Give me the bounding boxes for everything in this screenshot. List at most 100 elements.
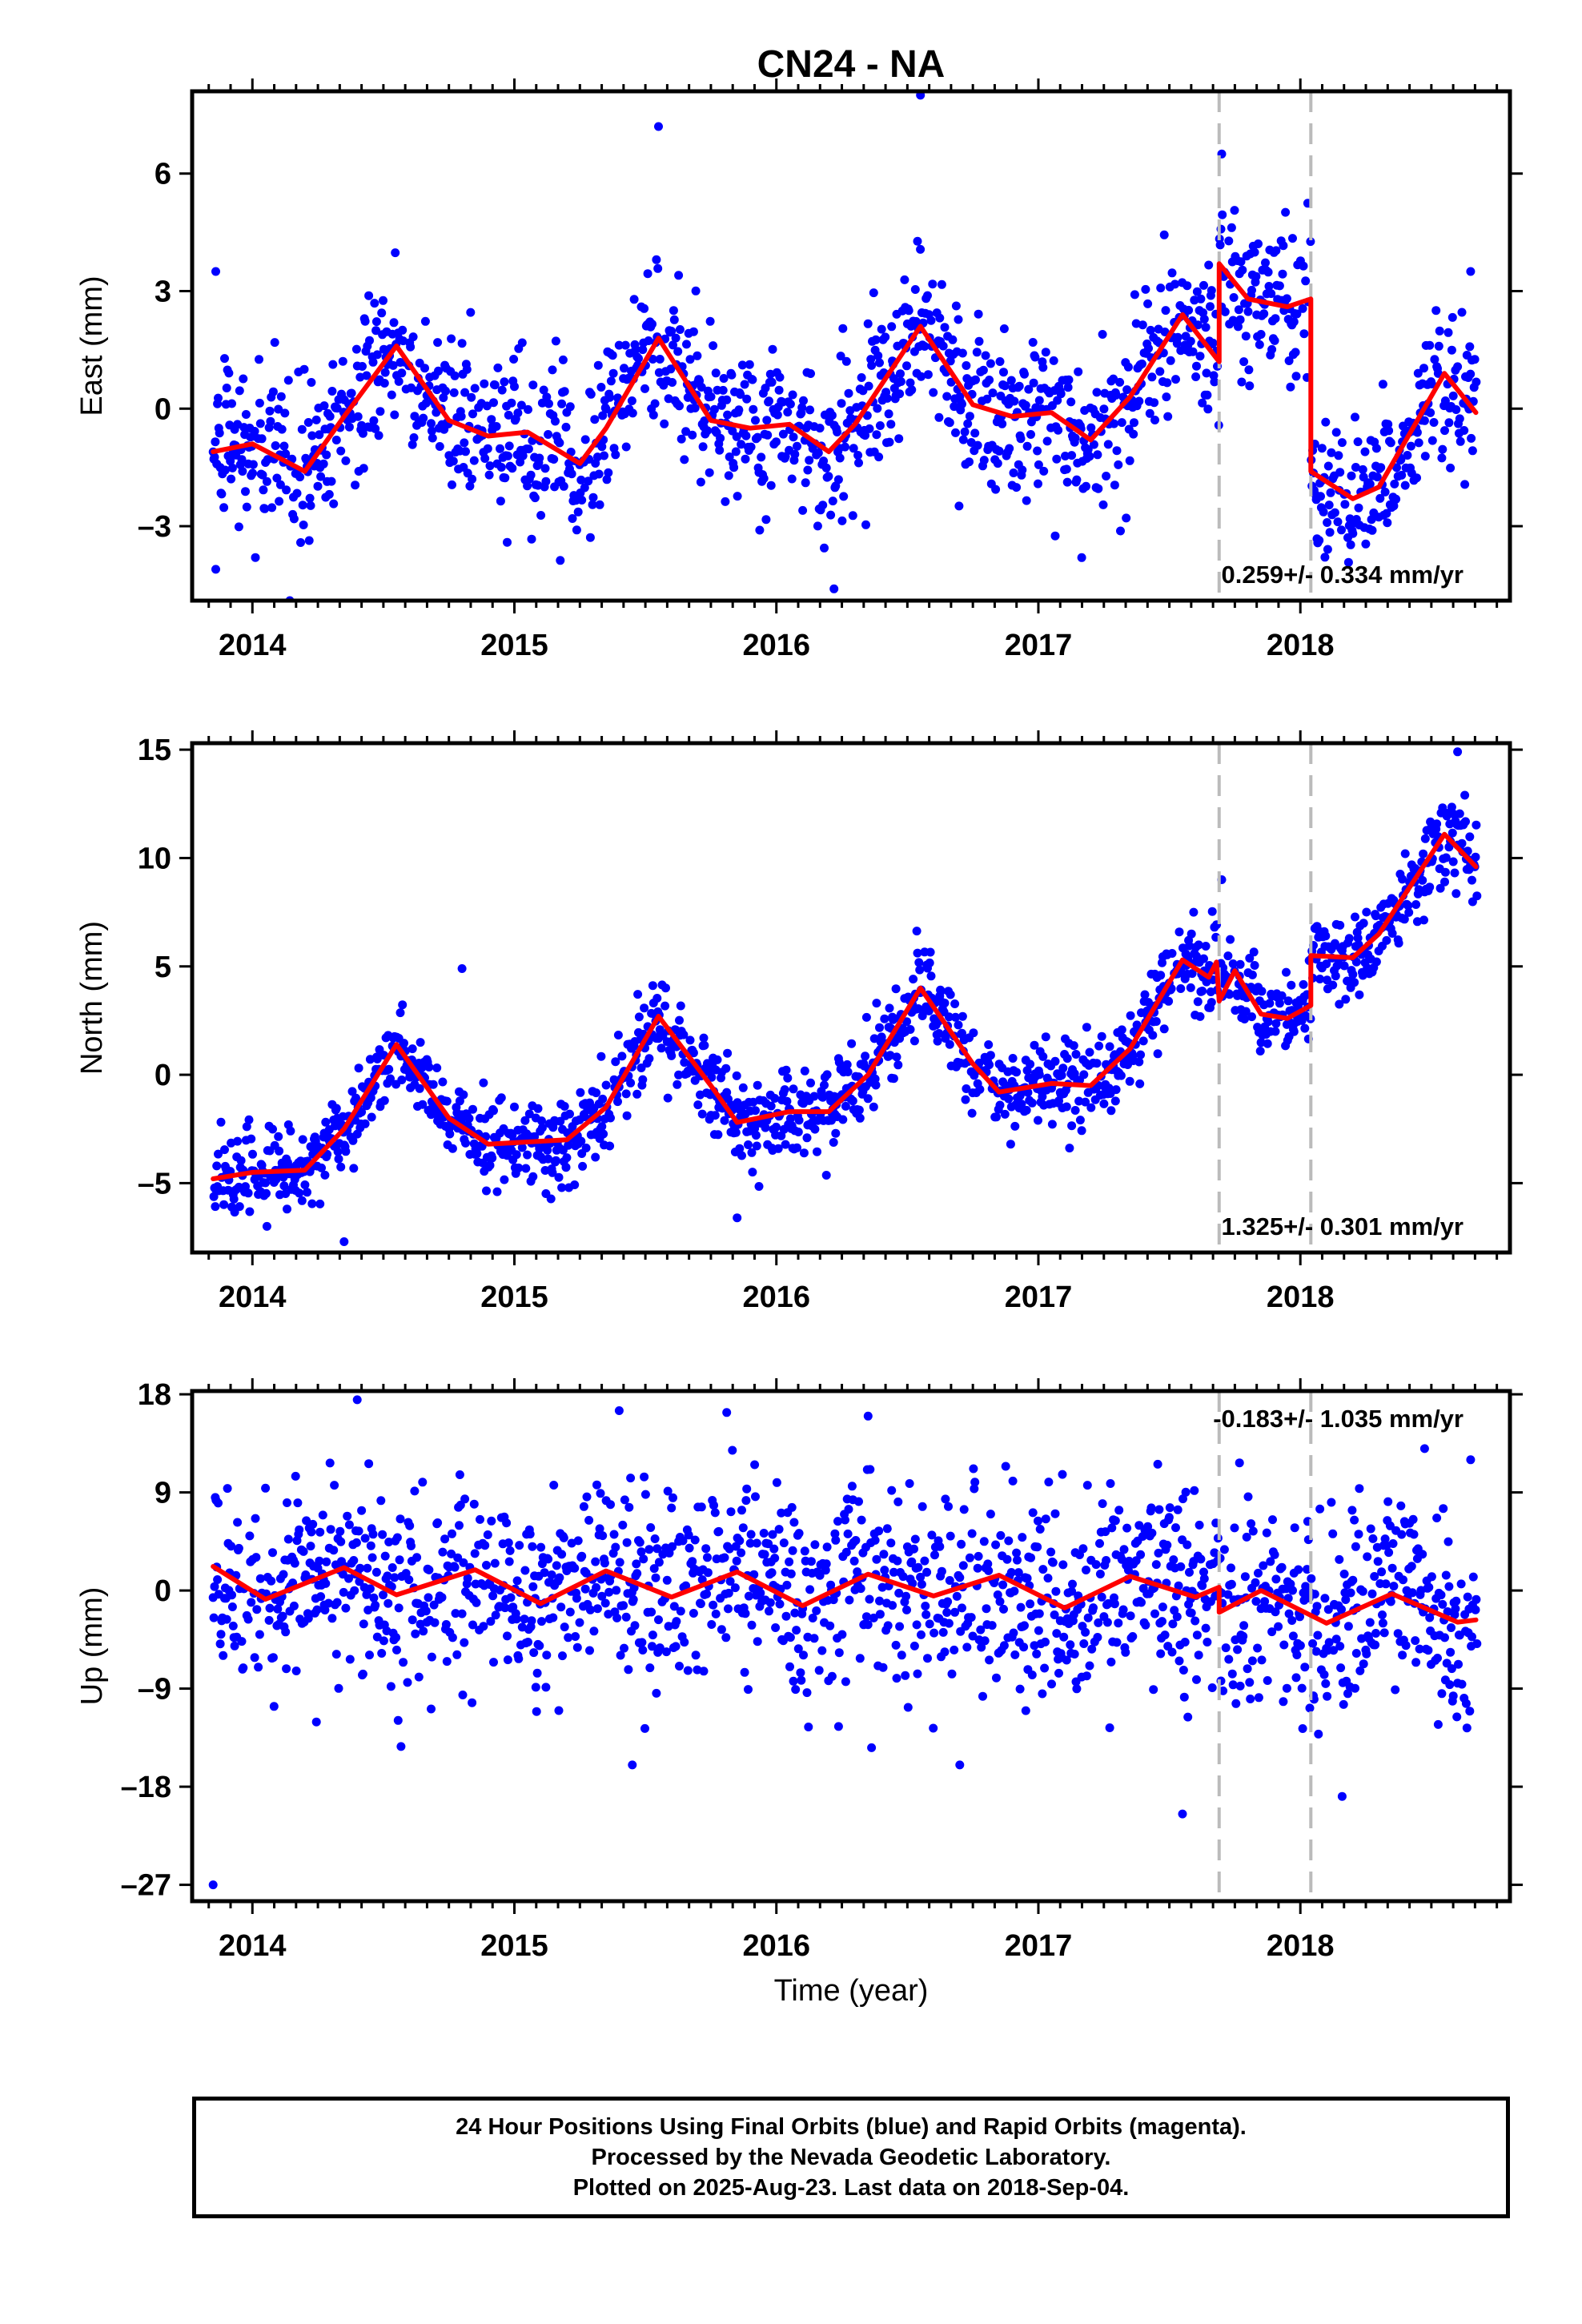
data-point [1341, 1595, 1351, 1604]
data-point [434, 366, 443, 376]
data-point [605, 1141, 615, 1151]
data-point [405, 1521, 415, 1530]
data-point [679, 1030, 689, 1039]
data-point [979, 456, 989, 465]
data-point [982, 1604, 991, 1614]
data-point [907, 1557, 917, 1566]
data-point [451, 1609, 460, 1618]
data-point [1262, 1528, 1271, 1538]
data-point [1443, 1537, 1453, 1546]
data-point [1268, 1515, 1277, 1525]
data-point [1460, 480, 1470, 489]
data-point [386, 1682, 396, 1691]
data-point [1388, 1539, 1398, 1548]
data-point [1082, 1023, 1091, 1032]
data-point [1207, 1683, 1217, 1692]
data-point [234, 522, 243, 532]
data-point [737, 1548, 746, 1558]
data-point [1420, 452, 1430, 461]
data-point [482, 401, 492, 411]
data-point [663, 1093, 673, 1103]
data-point [1047, 1120, 1057, 1129]
data-point [1050, 1056, 1060, 1066]
data-point [1334, 451, 1343, 460]
data-point [1371, 444, 1381, 453]
data-point [597, 1122, 607, 1132]
data-point [532, 1668, 542, 1678]
data-point [841, 1515, 849, 1525]
data-point [822, 1070, 832, 1080]
y-tick-label: –3 [138, 510, 171, 544]
data-point [928, 279, 938, 289]
data-point [1061, 452, 1070, 460]
data-point [497, 385, 507, 395]
data-point [1034, 1609, 1044, 1618]
data-point [742, 1484, 752, 1494]
data-point [951, 301, 961, 311]
data-point [504, 1538, 513, 1547]
data-point [653, 263, 663, 273]
data-point [1256, 330, 1266, 339]
data-point [219, 1651, 228, 1660]
data-point [1372, 472, 1382, 482]
data-point [1387, 1563, 1397, 1573]
data-point [355, 1563, 365, 1573]
outlier-point [1466, 1455, 1476, 1465]
data-point [1396, 1501, 1406, 1510]
data-point [984, 1566, 994, 1575]
data-point [787, 1502, 797, 1512]
data-point [512, 1576, 522, 1586]
y-tick-label: 3 [155, 275, 171, 309]
data-point [464, 1114, 474, 1124]
data-point [874, 1526, 884, 1536]
data-point [744, 1591, 753, 1601]
data-point [962, 361, 971, 370]
plot-frame [190, 741, 1512, 1255]
data-point [1279, 1640, 1289, 1650]
data-point [958, 1603, 966, 1613]
data-point [622, 1538, 632, 1547]
data-point [504, 410, 513, 420]
data-point [1398, 875, 1407, 884]
data-point [973, 1563, 982, 1573]
data-point [210, 452, 219, 462]
data-point [457, 1609, 467, 1618]
data-point [1106, 1106, 1116, 1116]
data-point [756, 1588, 765, 1598]
data-point [1172, 1612, 1182, 1622]
data-point [363, 1563, 372, 1573]
data-point [741, 431, 751, 440]
data-point [1026, 1553, 1035, 1562]
data-point [1267, 344, 1277, 354]
data-point [1195, 1011, 1205, 1021]
data-point [1026, 430, 1035, 439]
data-point [766, 1101, 776, 1111]
data-point [1235, 959, 1245, 969]
data-point [967, 1529, 977, 1538]
data-point [242, 502, 251, 512]
data-point [1412, 428, 1422, 437]
data-point [1237, 377, 1247, 387]
data-point [1355, 1484, 1364, 1494]
data-point [1454, 1659, 1463, 1669]
data-point [306, 501, 315, 510]
data-point [1038, 1565, 1048, 1574]
data-point [621, 442, 631, 452]
data-point [1409, 1530, 1419, 1539]
data-point [810, 1124, 820, 1134]
data-point [245, 1207, 255, 1216]
data-point [1023, 1088, 1033, 1097]
data-point [1123, 362, 1133, 372]
data-point [1460, 426, 1469, 435]
data-point [1239, 1621, 1249, 1630]
data-point [1432, 1514, 1442, 1522]
data-point [1411, 1658, 1421, 1667]
data-point [982, 394, 992, 404]
data-point [661, 983, 670, 993]
data-point [865, 1594, 874, 1604]
data-point [1106, 1657, 1116, 1667]
data-point [856, 1584, 865, 1594]
data-point [680, 455, 689, 464]
data-point [1444, 1582, 1454, 1591]
data-point [350, 1586, 359, 1595]
